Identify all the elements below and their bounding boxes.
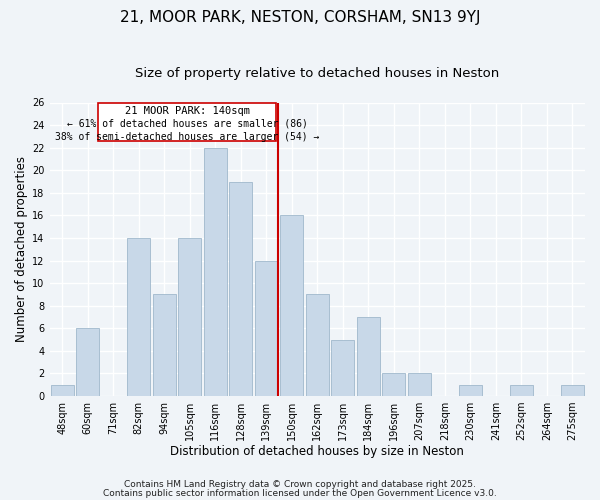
Bar bbox=[561, 384, 584, 396]
Text: 21 MOOR PARK: 140sqm: 21 MOOR PARK: 140sqm bbox=[125, 106, 250, 116]
Bar bbox=[76, 328, 99, 396]
Y-axis label: Number of detached properties: Number of detached properties bbox=[15, 156, 28, 342]
Text: 38% of semi-detached houses are larger (54) →: 38% of semi-detached houses are larger (… bbox=[55, 132, 319, 142]
Bar bbox=[510, 384, 533, 396]
Bar bbox=[280, 216, 303, 396]
Bar bbox=[178, 238, 201, 396]
Bar bbox=[153, 294, 176, 396]
Title: Size of property relative to detached houses in Neston: Size of property relative to detached ho… bbox=[135, 68, 499, 80]
Bar bbox=[331, 340, 354, 396]
Text: Contains public sector information licensed under the Open Government Licence v3: Contains public sector information licen… bbox=[103, 489, 497, 498]
Bar bbox=[127, 238, 150, 396]
Text: ← 61% of detached houses are smaller (86): ← 61% of detached houses are smaller (86… bbox=[67, 119, 308, 129]
Bar bbox=[357, 317, 380, 396]
Bar bbox=[204, 148, 227, 396]
Bar bbox=[382, 374, 405, 396]
Bar bbox=[255, 260, 278, 396]
Bar bbox=[408, 374, 431, 396]
Text: 21, MOOR PARK, NESTON, CORSHAM, SN13 9YJ: 21, MOOR PARK, NESTON, CORSHAM, SN13 9YJ bbox=[120, 10, 480, 25]
Text: Contains HM Land Registry data © Crown copyright and database right 2025.: Contains HM Land Registry data © Crown c… bbox=[124, 480, 476, 489]
Bar bbox=[51, 384, 74, 396]
X-axis label: Distribution of detached houses by size in Neston: Distribution of detached houses by size … bbox=[170, 444, 464, 458]
Bar bbox=[306, 294, 329, 396]
FancyBboxPatch shape bbox=[98, 102, 277, 141]
Bar bbox=[229, 182, 252, 396]
Bar bbox=[459, 384, 482, 396]
